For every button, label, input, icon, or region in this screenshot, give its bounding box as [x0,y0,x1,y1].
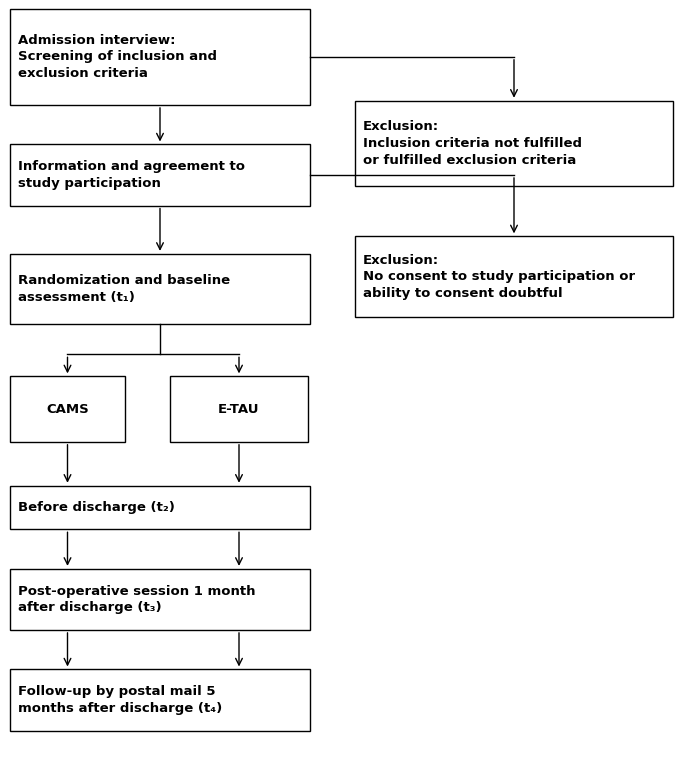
FancyBboxPatch shape [10,254,310,323]
Text: Follow-up by postal mail 5
months after discharge (t₄): Follow-up by postal mail 5 months after … [18,685,222,715]
FancyBboxPatch shape [355,101,673,186]
Text: Exclusion:
No consent to study participation or
ability to consent doubtful: Exclusion: No consent to study participa… [363,253,635,300]
Text: E-TAU: E-TAU [219,403,260,416]
FancyBboxPatch shape [10,486,310,530]
FancyBboxPatch shape [10,8,310,105]
Text: Exclusion:
Inclusion criteria not fulfilled
or fulfilled exclusion criteria: Exclusion: Inclusion criteria not fulfil… [363,120,582,166]
FancyBboxPatch shape [355,236,673,316]
Text: Post-operative session 1 month
after discharge (t₃): Post-operative session 1 month after dis… [18,584,256,614]
Text: Admission interview:
Screening of inclusion and
exclusion criteria: Admission interview: Screening of inclus… [18,34,217,80]
FancyBboxPatch shape [170,377,308,442]
Text: Information and agreement to
study participation: Information and agreement to study parti… [18,160,245,189]
Text: Before discharge (t₂): Before discharge (t₂) [18,501,175,514]
Text: Randomization and baseline
assessment (t₁): Randomization and baseline assessment (t… [18,274,230,303]
FancyBboxPatch shape [10,145,310,206]
FancyBboxPatch shape [10,669,310,731]
Text: CAMS: CAMS [46,403,89,416]
FancyBboxPatch shape [10,377,125,442]
FancyBboxPatch shape [10,569,310,630]
